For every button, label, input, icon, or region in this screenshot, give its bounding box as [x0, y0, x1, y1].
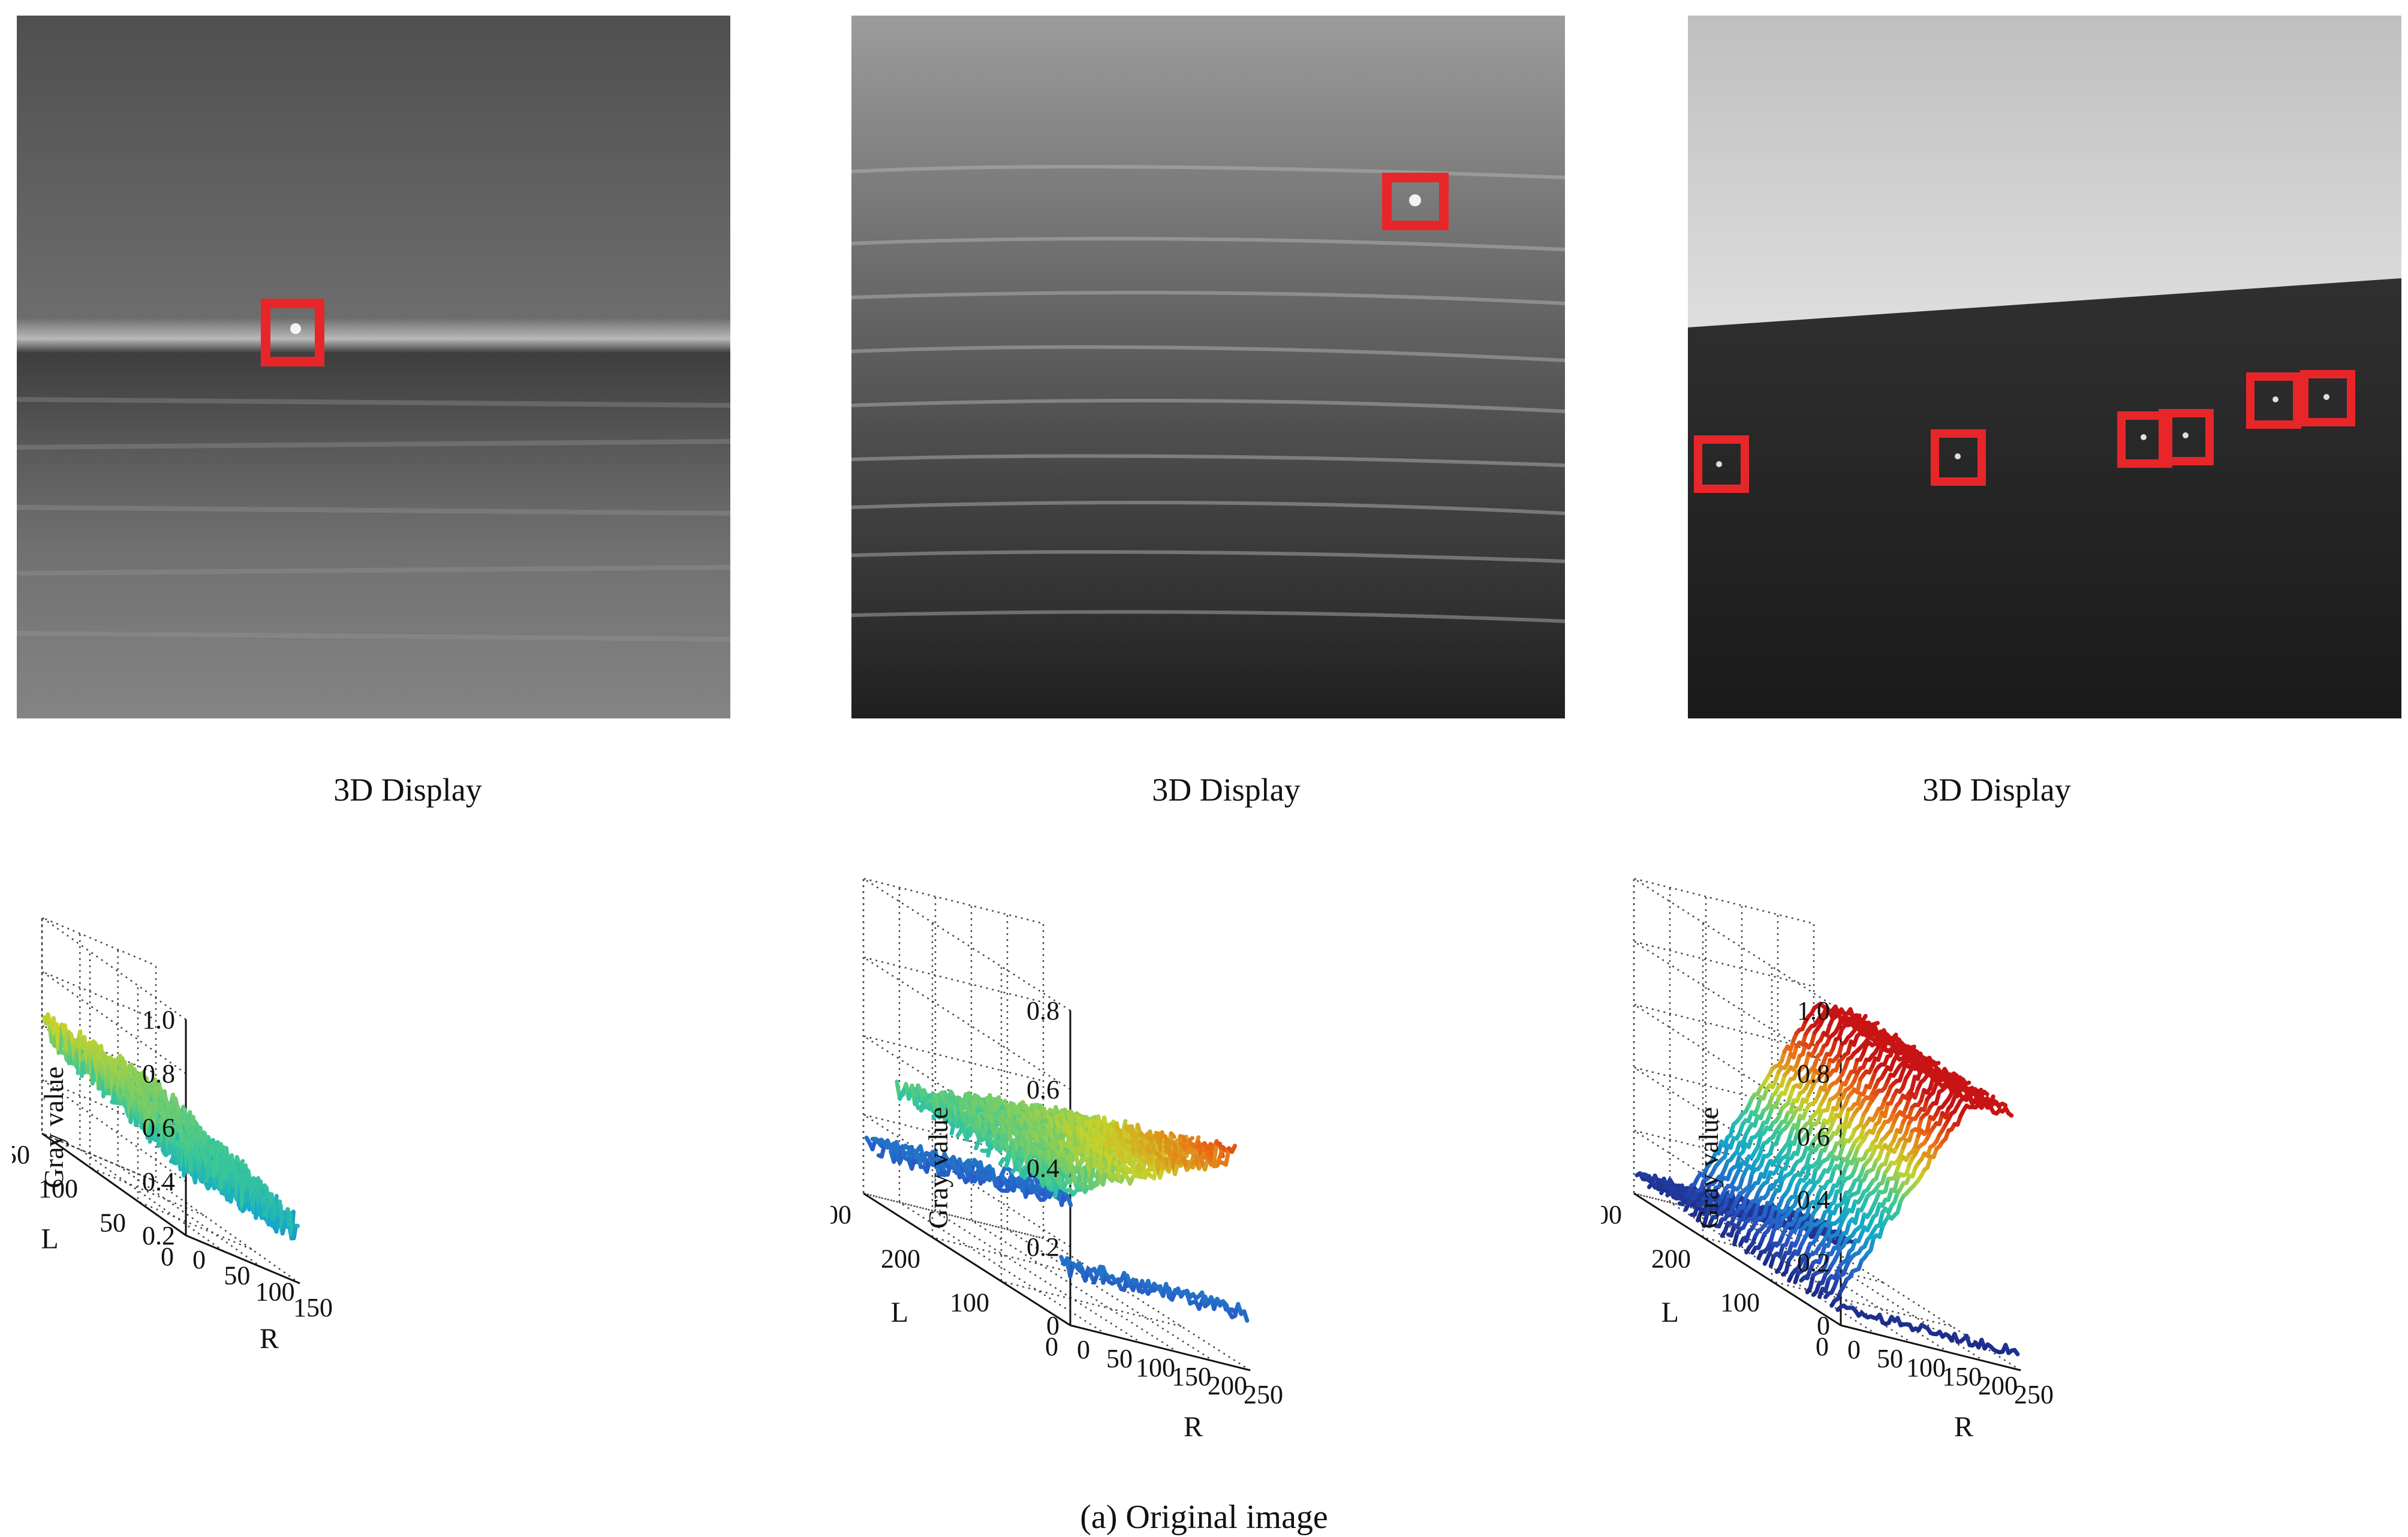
r-tick-label: 50	[1106, 1344, 1133, 1373]
r-tick-label: 100	[1906, 1353, 1946, 1382]
z-axis-label: Gray value	[923, 1107, 953, 1229]
detection-box	[1694, 435, 1749, 493]
z-tick-label: 0	[1046, 1311, 1059, 1340]
infrared-image-3	[1688, 16, 2401, 718]
l-axis-line	[1633, 1192, 1841, 1327]
l-axis-label: L	[41, 1223, 58, 1255]
r-axis-line	[185, 1234, 300, 1285]
l-tick-label: 150	[12, 1140, 30, 1169]
tick-labels: 00.20.40.60.81.0050100150200250010020030…	[1601, 996, 2054, 1409]
l-tick-label: 0	[1816, 1332, 1829, 1361]
infrared-image-2	[851, 16, 1565, 718]
tick-labels: 00.20.40.60.80501001502002500100200300	[830, 996, 1283, 1409]
surface	[1635, 1001, 2020, 1356]
z-axis-label: Gray value	[1693, 1107, 1724, 1229]
detection-box	[1931, 429, 1986, 486]
detection-box	[1382, 173, 1449, 230]
z-tick-label: 0.8	[142, 1059, 175, 1088]
surface-plot-2: 3D Display 0 0.2 0.4 0.6 0.8 0 50 100 150 200 250 0 1…	[830, 753, 1622, 1496]
z-tick-label: 1.0	[1797, 996, 1830, 1025]
surface-plot-3: 3D Display 0 0.2 0.4 0.6 0.8 1.0 0 50 100 150 200 25…	[1601, 753, 2392, 1496]
z-tick-label: 0.2	[1027, 1232, 1059, 1262]
surface-plot-1: 3D Display 0.2 0.4 0.6 0.8 1.0 0 50 100 150 0 50 100…	[12, 753, 803, 1496]
detection-box	[2117, 411, 2172, 468]
figure-caption: (a) Original image	[1080, 1499, 1328, 1536]
chart-title: 3D Display	[1922, 772, 2070, 808]
z-tick-label: 0.8	[1797, 1059, 1830, 1088]
detection-box	[2159, 409, 2214, 465]
r-tick-label: 250	[2014, 1380, 2054, 1409]
surface	[42, 1012, 300, 1241]
r-axis-label: R	[1954, 1411, 1973, 1443]
r-axis-label: R	[260, 1323, 279, 1355]
z-tick-label: 0.2	[142, 1221, 175, 1250]
r-tick-label: 0	[192, 1245, 206, 1274]
r-tick-label: 100	[1136, 1353, 1175, 1382]
detection-box	[261, 299, 324, 366]
r-tick-label: 0	[1847, 1335, 1861, 1364]
r-tick-label: 100	[255, 1277, 295, 1306]
r-tick-label: 0	[1077, 1335, 1090, 1364]
r-axis-line	[1070, 1324, 1251, 1371]
r-tick-label: 150	[293, 1293, 333, 1322]
z-tick-label: 0.4	[1027, 1154, 1059, 1183]
z-tick-label: 1.0	[142, 1005, 175, 1034]
l-tick-label: 0	[1045, 1332, 1058, 1361]
l-tick-label: 100	[38, 1174, 78, 1204]
r-axis-label: R	[1184, 1411, 1203, 1443]
r-tick-label: 200	[1978, 1371, 2018, 1400]
l-tick-label: 0	[161, 1242, 174, 1271]
r-axis-line	[1840, 1324, 2021, 1371]
l-tick-label: 100	[950, 1288, 989, 1318]
l-axis-label: L	[1661, 1297, 1679, 1328]
z-tick-label: 0	[1817, 1311, 1830, 1340]
z-tick-label: 0.6	[142, 1113, 175, 1142]
z-tick-label: 0.4	[142, 1167, 175, 1196]
l-tick-label: 200	[881, 1244, 920, 1273]
detection-box	[2300, 370, 2355, 426]
infrared-image-1	[17, 16, 730, 718]
z-tick-label: 0.6	[1797, 1122, 1830, 1151]
surface	[864, 1079, 1250, 1323]
l-tick-label: 200	[1651, 1244, 1691, 1273]
r-tick-label: 150	[1942, 1362, 1982, 1391]
l-tick-label: 300	[1601, 1200, 1622, 1229]
l-tick-label: 100	[1720, 1288, 1760, 1318]
l-tick-label: 300	[830, 1200, 851, 1229]
l-axis-label: L	[891, 1297, 908, 1328]
l-axis-line	[863, 1192, 1071, 1327]
r-tick-label: 50	[224, 1261, 250, 1291]
chart-title: 3D Display	[1152, 772, 1300, 808]
z-tick-label: 0.2	[1797, 1248, 1830, 1277]
z-axis-label: Gray value	[38, 1066, 69, 1188]
tick-labels: 0.20.40.60.81.0050100150050100150	[12, 1005, 333, 1322]
z-tick-label: 0.8	[1027, 996, 1059, 1025]
l-axis-line	[41, 1132, 186, 1237]
detection-box	[2246, 372, 2301, 429]
r-tick-label: 200	[1208, 1371, 1247, 1400]
z-tick-label: 0.4	[1797, 1185, 1830, 1214]
l-tick-label: 50	[100, 1208, 126, 1237]
z-tick-label: 0.6	[1027, 1075, 1059, 1104]
chart-title: 3D Display	[333, 772, 481, 808]
r-tick-label: 250	[1244, 1380, 1283, 1409]
r-tick-label: 150	[1172, 1362, 1211, 1391]
r-tick-label: 50	[1877, 1344, 1903, 1373]
